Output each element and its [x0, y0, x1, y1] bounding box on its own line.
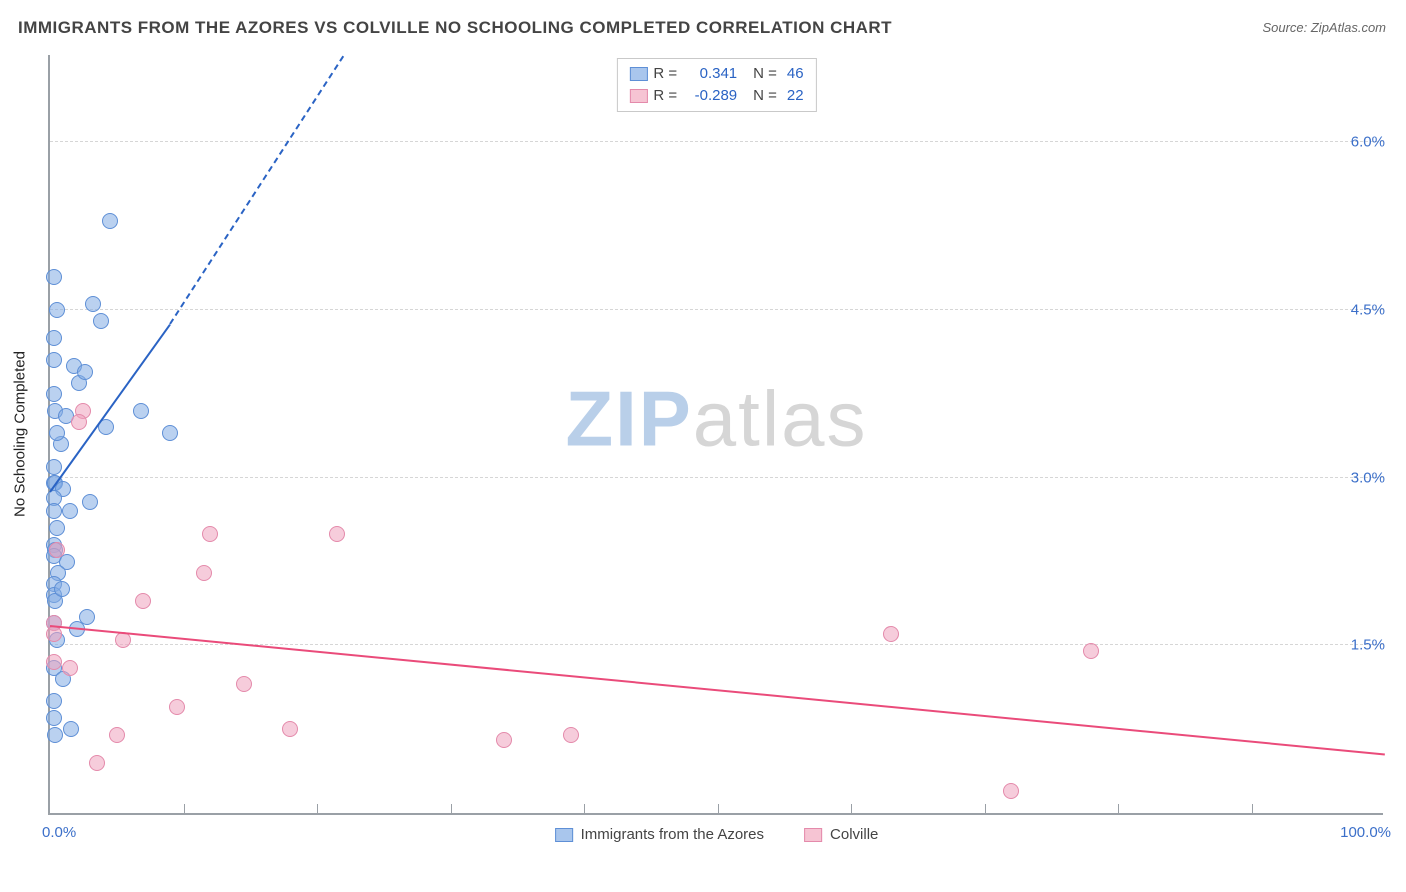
scatter-point — [46, 503, 62, 519]
y-tick-label: 6.0% — [1351, 134, 1385, 151]
scatter-point — [162, 425, 178, 441]
r-label: R = — [653, 85, 677, 107]
x-tick — [184, 804, 185, 814]
scatter-point — [82, 494, 98, 510]
scatter-point — [133, 403, 149, 419]
n-label: N = — [753, 85, 777, 107]
scatter-point — [196, 565, 212, 581]
scatter-point — [47, 727, 63, 743]
scatter-point — [77, 364, 93, 380]
gridline — [50, 309, 1383, 310]
source-attribution: Source: ZipAtlas.com — [1262, 20, 1386, 35]
y-axis-title: No Schooling Completed — [12, 351, 29, 517]
scatter-point — [93, 313, 109, 329]
scatter-point — [236, 676, 252, 692]
x-tick — [1118, 804, 1119, 814]
r-value: -0.289 — [683, 85, 737, 107]
scatter-point — [1083, 643, 1099, 659]
scatter-point — [329, 526, 345, 542]
chart-title: IMMIGRANTS FROM THE AZORES VS COLVILLE N… — [18, 18, 892, 38]
scatter-point — [135, 593, 151, 609]
x-axis-min-label: 0.0% — [42, 824, 76, 841]
x-tick — [718, 804, 719, 814]
y-tick-label: 4.5% — [1351, 302, 1385, 319]
scatter-point — [563, 727, 579, 743]
scatter-point — [46, 654, 62, 670]
scatter-point — [109, 727, 125, 743]
scatter-point — [46, 626, 62, 642]
scatter-point — [85, 296, 101, 312]
scatter-point — [63, 721, 79, 737]
series-legend-item: Immigrants from the Azores — [555, 826, 764, 843]
scatter-point — [49, 542, 65, 558]
x-tick — [851, 804, 852, 814]
x-tick — [317, 804, 318, 814]
stats-legend: R = 0.341 N = 46 R = -0.289 N = 22 — [616, 58, 816, 112]
legend-swatch — [629, 67, 647, 81]
scatter-point — [49, 520, 65, 536]
n-label: N = — [753, 63, 777, 85]
series-legend-item: Colville — [804, 826, 878, 843]
legend-swatch — [804, 828, 822, 842]
x-axis-max-label: 100.0% — [1340, 824, 1391, 841]
scatter-point — [54, 581, 70, 597]
legend-swatch — [555, 828, 573, 842]
scatter-point — [46, 693, 62, 709]
scatter-point — [202, 526, 218, 542]
scatter-point — [49, 425, 65, 441]
n-value: 22 — [787, 85, 804, 107]
scatter-point — [46, 352, 62, 368]
x-tick — [451, 804, 452, 814]
stats-legend-row: R = -0.289 N = 22 — [629, 85, 803, 107]
x-tick — [985, 804, 986, 814]
scatter-point — [62, 660, 78, 676]
watermark: ZIPatlas — [565, 373, 867, 464]
scatter-point — [49, 302, 65, 318]
scatter-point — [71, 414, 87, 430]
series-label: Colville — [830, 826, 878, 843]
scatter-point — [496, 732, 512, 748]
series-legend: Immigrants from the Azores Colville — [555, 826, 879, 843]
scatter-point — [46, 459, 62, 475]
gridline — [50, 141, 1383, 142]
y-tick-label: 1.5% — [1351, 637, 1385, 654]
scatter-point — [1003, 783, 1019, 799]
watermark-atlas: atlas — [693, 374, 868, 462]
scatter-point — [169, 699, 185, 715]
scatter-point — [46, 386, 62, 402]
r-value: 0.341 — [683, 63, 737, 85]
scatter-point — [62, 503, 78, 519]
y-tick-label: 3.0% — [1351, 469, 1385, 486]
x-tick — [1252, 804, 1253, 814]
r-label: R = — [653, 63, 677, 85]
scatter-point — [46, 710, 62, 726]
series-label: Immigrants from the Azores — [581, 826, 764, 843]
scatter-point — [46, 330, 62, 346]
scatter-point — [282, 721, 298, 737]
scatter-point — [102, 213, 118, 229]
plot-area: No Schooling Completed ZIPatlas R =0.341… — [48, 55, 1383, 815]
stats-legend-row: R = 0.341 N = 46 — [629, 63, 803, 85]
x-tick — [584, 804, 585, 814]
scatter-point — [883, 626, 899, 642]
scatter-point — [89, 755, 105, 771]
legend-swatch — [629, 89, 647, 103]
watermark-zip: ZIP — [565, 374, 692, 462]
gridline — [50, 477, 1383, 478]
trend-line-dashed — [169, 55, 344, 324]
n-value: 46 — [787, 63, 804, 85]
scatter-point — [46, 269, 62, 285]
